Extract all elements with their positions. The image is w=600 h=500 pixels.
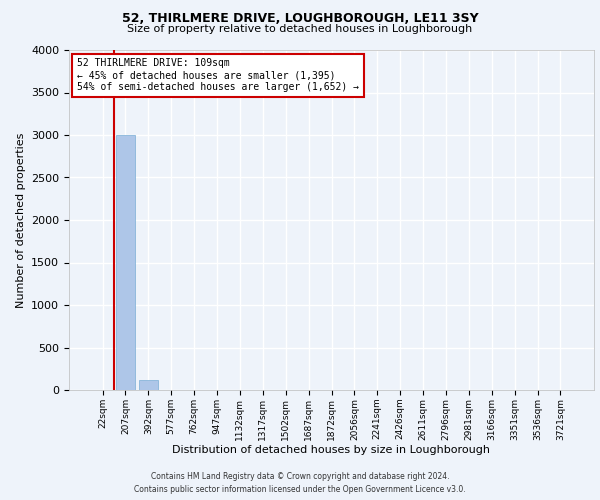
Text: 52, THIRLMERE DRIVE, LOUGHBOROUGH, LE11 3SY: 52, THIRLMERE DRIVE, LOUGHBOROUGH, LE11 … bbox=[122, 12, 478, 26]
Y-axis label: Number of detached properties: Number of detached properties bbox=[16, 132, 26, 308]
Text: Contains HM Land Registry data © Crown copyright and database right 2024.
Contai: Contains HM Land Registry data © Crown c… bbox=[134, 472, 466, 494]
Text: Size of property relative to detached houses in Loughborough: Size of property relative to detached ho… bbox=[127, 24, 473, 34]
Bar bbox=[116, 136, 135, 390]
X-axis label: Distribution of detached houses by size in Loughborough: Distribution of detached houses by size … bbox=[173, 446, 491, 456]
Bar bbox=[139, 380, 158, 390]
Text: 52 THIRLMERE DRIVE: 109sqm
← 45% of detached houses are smaller (1,395)
54% of s: 52 THIRLMERE DRIVE: 109sqm ← 45% of deta… bbox=[77, 58, 359, 92]
